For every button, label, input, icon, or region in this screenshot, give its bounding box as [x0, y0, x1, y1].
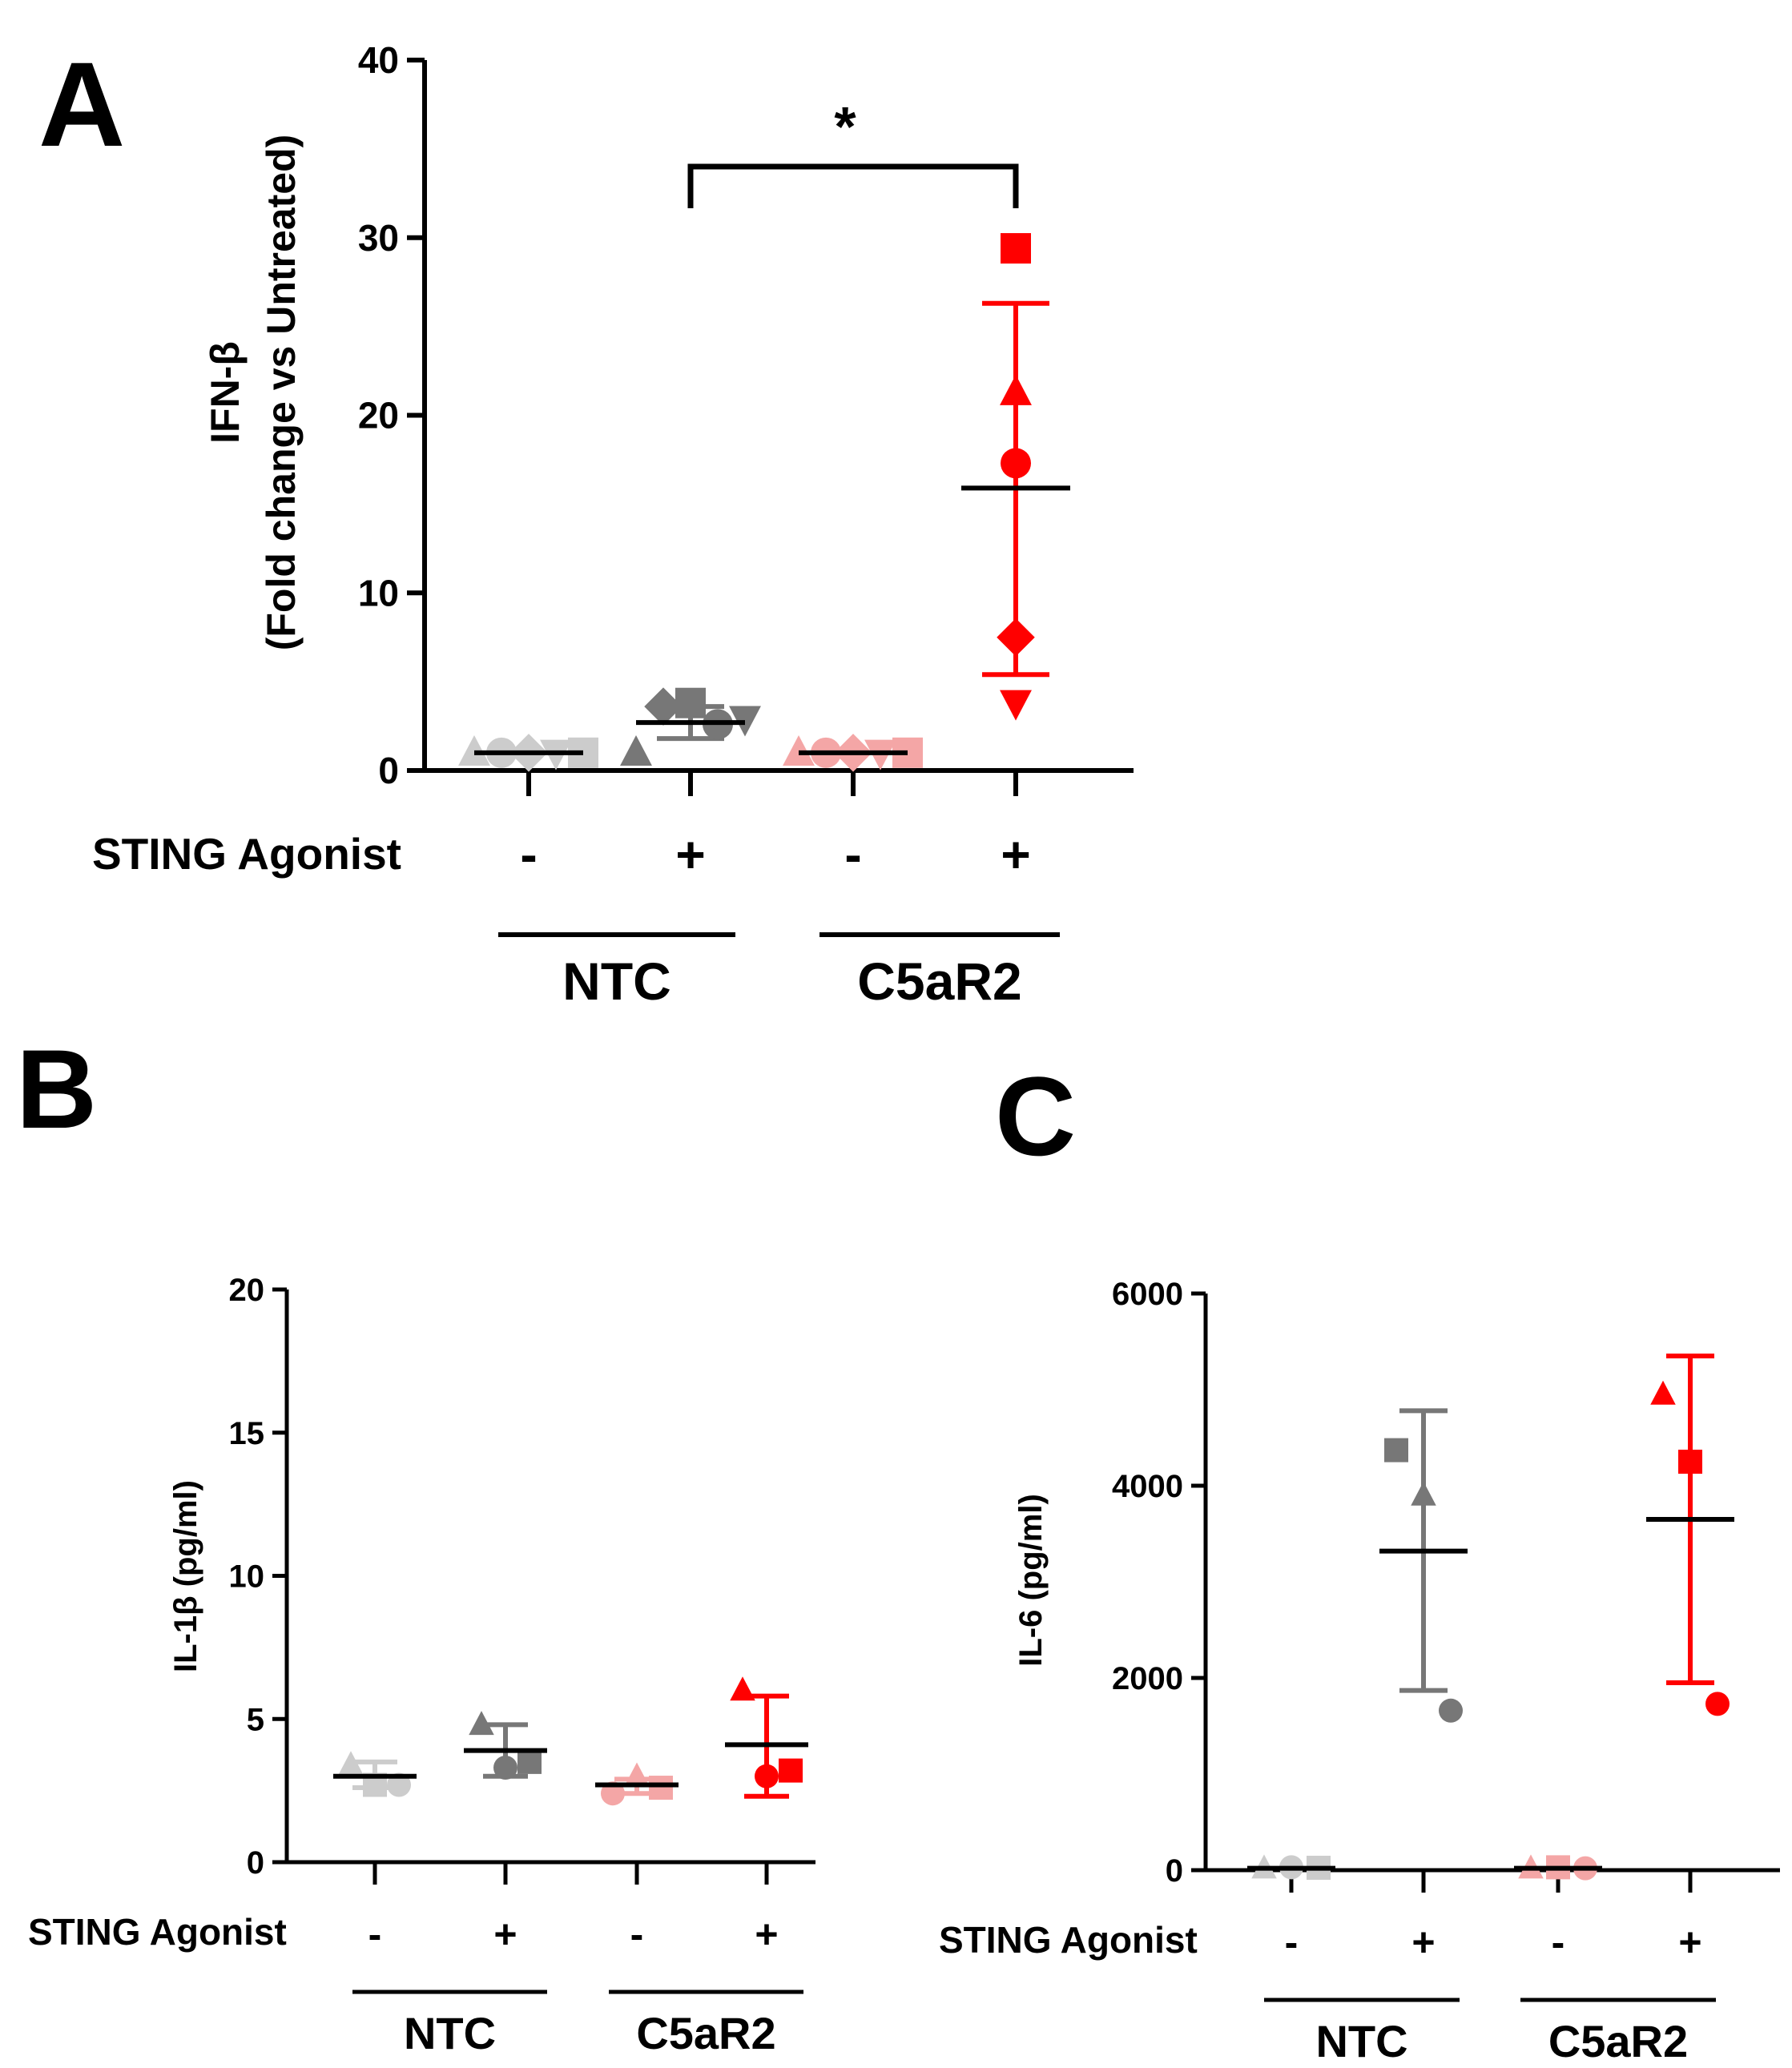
- panel-a: A 0 10 20 30 40 IFN-β (Fold change vs Untreated…: [38, 37, 1134, 1011]
- condition-sign: +: [1678, 1920, 1701, 1965]
- data-point: [1411, 1481, 1436, 1506]
- data-point: [1678, 1450, 1702, 1474]
- group-label-c5ar2: C5aR2: [636, 2008, 775, 2058]
- data-point: [1705, 1692, 1730, 1716]
- condition-sign: +: [675, 826, 705, 883]
- condition-sign: -: [1285, 1920, 1299, 1965]
- panel-c: C 0 2000 4000 6000 IL-6 (pg/ml) STING Agonist -…: [939, 1053, 1780, 2066]
- data-point: [1001, 233, 1031, 264]
- data-point: [1000, 374, 1032, 405]
- condition-sign: +: [1411, 1920, 1435, 1965]
- data-point: [1384, 1438, 1408, 1462]
- y-axis-label: IFN-β: [203, 341, 248, 444]
- panel-letter-b: B: [16, 1026, 97, 1152]
- data-point: [387, 1772, 411, 1797]
- group-label-ntc: NTC: [562, 952, 671, 1011]
- y-tick-label: 6000: [1112, 1277, 1183, 1312]
- data-point: [338, 1751, 364, 1776]
- data-point: [675, 687, 706, 718]
- significance-bracket: [687, 163, 1019, 208]
- sting-agonist-label: STING Agonist: [28, 1911, 287, 1953]
- group-label-c5ar2: C5aR2: [857, 952, 1021, 1011]
- condition-sign: +: [1001, 826, 1030, 883]
- group-label-c5ar2: C5aR2: [1548, 2016, 1688, 2066]
- data-point: [779, 1758, 803, 1783]
- y-tick-label: 0: [247, 1845, 264, 1881]
- data-point: [649, 1776, 673, 1800]
- y-tick-label: 10: [229, 1559, 265, 1595]
- condition-sign: -: [368, 1912, 382, 1957]
- y-tick-label: 0: [378, 750, 399, 791]
- y-tick-label: 20: [229, 1273, 265, 1308]
- data-point: [1001, 448, 1031, 479]
- y-tick-label: 10: [358, 572, 399, 614]
- y-tick-label: 4000: [1112, 1469, 1183, 1504]
- condition-sign: -: [1552, 1920, 1565, 1965]
- y-tick-label: 5: [247, 1702, 264, 1737]
- y-tick-label: 0: [1166, 1853, 1183, 1889]
- data-point: [620, 734, 652, 766]
- group-label-ntc: NTC: [404, 2008, 496, 2058]
- y-tick-label: 40: [358, 39, 399, 81]
- y-tick-label: 30: [358, 217, 399, 259]
- data-point: [730, 1676, 755, 1701]
- panel-letter-a: A: [38, 37, 125, 171]
- data-point: [1650, 1380, 1676, 1405]
- condition-sign: -: [520, 826, 537, 883]
- data-point: [997, 618, 1035, 657]
- data-point: [601, 1781, 625, 1806]
- group-label-ntc: NTC: [1315, 2016, 1407, 2066]
- y-tick-label: 15: [229, 1416, 265, 1451]
- y-axis-label: IL-1β (pg/ml): [168, 1480, 203, 1672]
- y-axis-label: (Fold change vs Untreated): [259, 135, 304, 651]
- panel-b: B 0 5 10 15 20 IL-1β (pg/ml) STING Agonist - + - + N…: [16, 1026, 815, 2058]
- condition-sign: -: [630, 1912, 644, 1957]
- y-tick-label: 2000: [1112, 1661, 1183, 1696]
- data-point: [493, 1756, 517, 1780]
- data-point: [517, 1749, 542, 1774]
- sting-agonist-label: STING Agonist: [92, 829, 401, 879]
- data-point: [624, 1762, 650, 1787]
- condition-sign: +: [755, 1912, 778, 1957]
- condition-sign: -: [844, 826, 861, 883]
- condition-sign: +: [493, 1912, 517, 1957]
- y-tick-label: 20: [358, 395, 399, 437]
- significance-label: *: [834, 95, 856, 158]
- sting-agonist-label: STING Agonist: [939, 1919, 1198, 1961]
- y-axis-label: IL-6 (pg/ml): [1013, 1494, 1049, 1667]
- panel-letter-c: C: [995, 1053, 1076, 1179]
- data-point: [469, 1711, 494, 1736]
- data-point: [1000, 690, 1032, 721]
- data-point: [1439, 1698, 1463, 1723]
- data-point: [755, 1764, 779, 1788]
- data-point: [644, 687, 683, 726]
